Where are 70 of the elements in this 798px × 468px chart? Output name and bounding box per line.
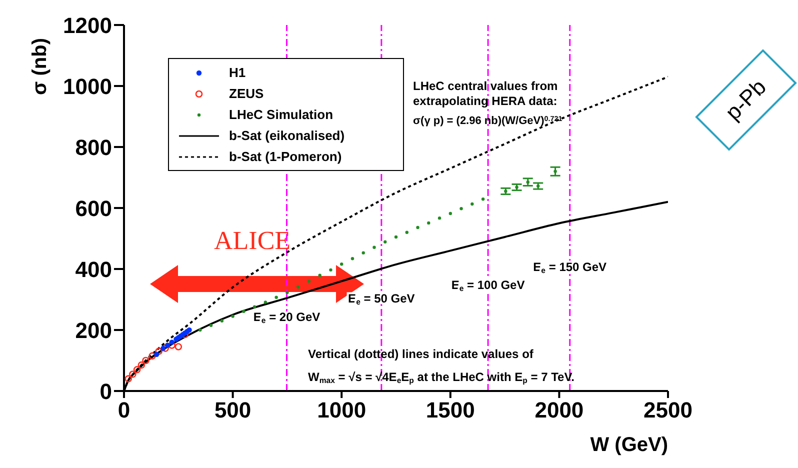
point	[329, 268, 332, 272]
x-tick-label: 500	[214, 398, 252, 423]
x-tick-label: 2000	[534, 398, 584, 423]
annotation: E$_{e}$ = 100 GeV	[451, 278, 525, 294]
annotation: E$_{e}$ = 20 GeV	[253, 310, 320, 326]
point	[350, 257, 354, 260]
point	[168, 342, 176, 349]
legend-label: b-Sat (eikonalised)	[229, 128, 345, 143]
annotation: extrapolating HERA data:	[413, 94, 558, 108]
point	[174, 343, 182, 350]
y-tick-label: 200	[75, 318, 112, 343]
point	[416, 226, 420, 230]
point	[160, 346, 166, 351]
point	[286, 290, 289, 294]
point	[307, 280, 311, 283]
legend-label: ZEUS	[229, 86, 264, 101]
point	[340, 262, 344, 266]
y-tick-label: 1000	[63, 74, 112, 99]
point	[460, 207, 463, 210]
point	[296, 285, 300, 289]
legend-label: b-Sat (1-Pomeron)	[229, 149, 342, 164]
annotation: ALICE	[214, 226, 291, 255]
point	[138, 361, 146, 369]
y-axis-title: σ (nb)	[29, 38, 52, 95]
point	[124, 375, 132, 382]
point	[438, 216, 442, 220]
annotation: σ(γ p) = (2.96 nb)(W/GeV)$^{0.721}$	[413, 114, 562, 127]
point	[133, 366, 141, 374]
point	[154, 352, 160, 357]
annotation: E$_{e}$ = 50 GeV	[348, 292, 415, 307]
x-axis-title: W (GeV)	[590, 434, 668, 456]
annotation: Vertical (dotted) lines indicate values of	[308, 347, 534, 361]
point	[209, 324, 213, 328]
y-tick-label: 0	[100, 378, 112, 404]
point	[148, 352, 156, 360]
x-tick-label: 1500	[426, 398, 475, 423]
point	[129, 370, 136, 378]
point	[155, 348, 162, 355]
point	[318, 274, 322, 278]
point	[372, 246, 376, 249]
point	[481, 198, 485, 201]
y-tick-label: 600	[75, 196, 112, 221]
point	[164, 342, 170, 348]
legend-label: LHeC Simulation	[229, 107, 334, 122]
point	[384, 240, 387, 244]
point	[470, 202, 474, 206]
point	[198, 328, 202, 332]
annotation: LHeC central values from	[413, 79, 558, 93]
point	[252, 305, 256, 308]
point	[231, 314, 234, 318]
point	[242, 310, 246, 313]
point	[169, 340, 174, 345]
point	[405, 230, 408, 234]
point	[448, 212, 452, 216]
point	[220, 319, 224, 322]
legend-label: H1	[229, 65, 246, 80]
point	[427, 221, 430, 225]
y-tick-label: 400	[75, 256, 112, 282]
text: W$_{max}$ = √s = √4E$_{e}$E$_{p}$ at the LHeC with E$_{p}$ = 7 TeV.	[308, 370, 574, 386]
y-tick-label: 800	[75, 134, 112, 160]
point	[554, 170, 557, 173]
point	[394, 235, 398, 239]
point	[264, 300, 268, 304]
point	[142, 356, 150, 364]
point	[274, 296, 278, 299]
x-tick-label: 0	[118, 398, 130, 423]
point	[362, 251, 365, 254]
x-tick-label: 1000	[317, 398, 366, 423]
x-tick-label: 2500	[644, 398, 692, 423]
y-tick-label: 1200	[63, 12, 112, 38]
